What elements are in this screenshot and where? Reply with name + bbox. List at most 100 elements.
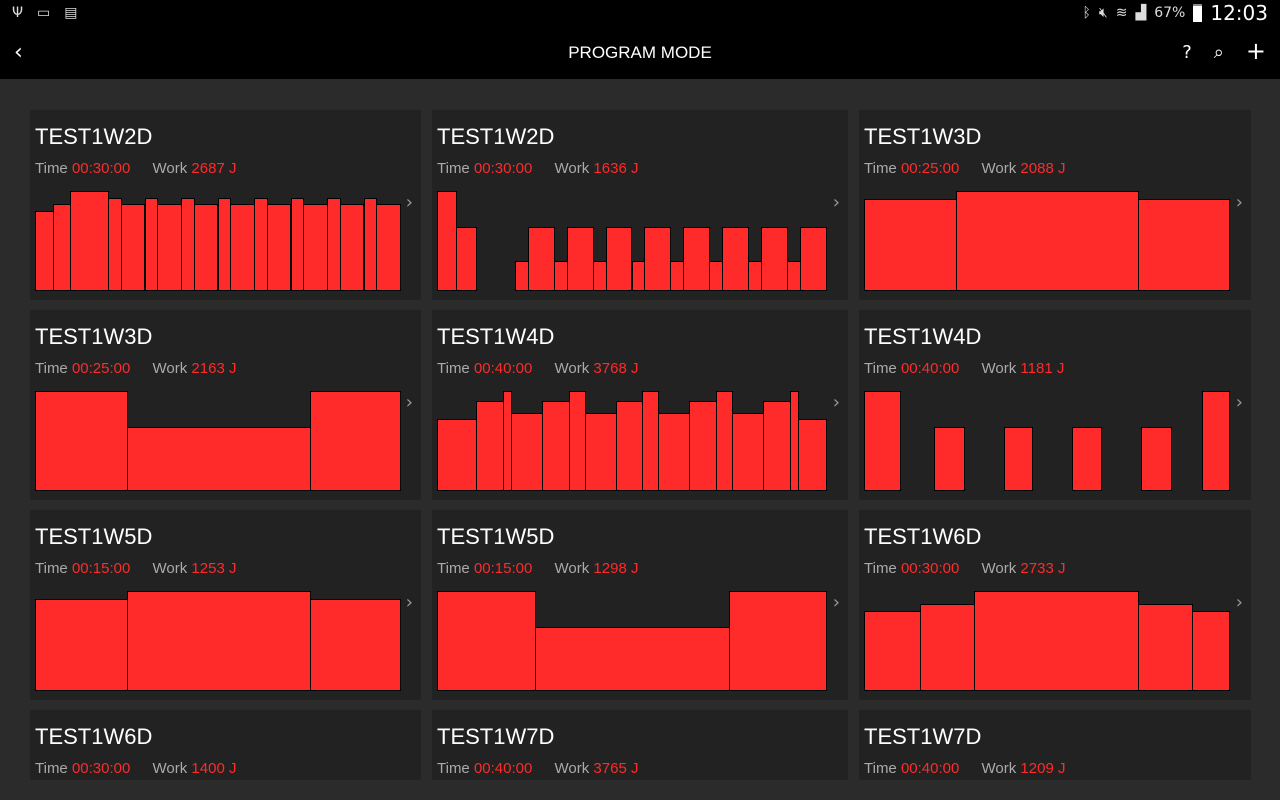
program-meta: Time 00:25:00 Work 2163 J [35,360,254,377]
work-label: Work [152,360,188,377]
back-icon[interactable]: ‹ [14,40,23,65]
program-card[interactable]: TEST1W6D Time 00:30:00 Work 2733 J › [859,510,1251,700]
work-value: 2687 J [191,160,237,177]
profile-bar [787,261,802,291]
profile-bar [584,413,617,491]
program-card[interactable]: TEST1W4D Time 00:40:00 Work 1181 J › [859,310,1251,500]
program-card[interactable]: TEST1W3D Time 00:25:00 Work 2163 J › [30,310,421,500]
chevron-right-icon[interactable]: › [405,592,413,613]
profile-bar [108,198,122,291]
program-meta: Time 00:30:00 Work 1400 J [35,760,254,777]
profile-bar [729,591,827,691]
program-meta: Time 00:30:00 Work 2733 J [864,560,1083,577]
profile-bar [181,198,195,291]
work-label: Work [554,160,590,177]
help-icon[interactable]: ? [1182,42,1192,63]
work-label: Work [554,360,590,377]
profile-bar [310,599,401,691]
time-label: Time [864,160,897,177]
profile-bar [514,261,529,291]
add-icon[interactable]: + [1245,37,1266,65]
time-value: 00:40:00 [473,360,533,377]
profile-bar [732,413,765,491]
work-value: 3768 J [593,360,639,377]
profile-bar [1138,199,1230,291]
program-name: TEST1W4D [437,324,555,349]
profile-bar [310,391,401,491]
work-label: Work [152,160,188,177]
program-card[interactable]: TEST1W7D Time 00:40:00 Work 1209 J [859,710,1251,780]
profile-bar [510,413,543,491]
profile-bar [631,261,646,291]
program-meta: Time 00:30:00 Work 2687 J [35,160,254,177]
battery-icon [1193,4,1203,22]
time-label: Time [437,160,470,177]
chevron-right-icon[interactable]: › [405,392,413,413]
work-value: 1253 J [191,560,237,577]
work-label: Work [981,360,1017,377]
program-name: TEST1W3D [35,324,153,349]
profile-bar [339,204,365,291]
program-card[interactable]: TEST1W4D Time 00:40:00 Work 3768 J › [432,310,848,500]
program-card[interactable]: TEST1W5D Time 00:15:00 Work 1253 J › [30,510,421,700]
work-value: 1298 J [593,560,639,577]
profile-bar [973,591,1140,691]
profile-bar [722,227,750,291]
page-title: PROGRAM MODE [568,42,712,62]
time-value: 00:40:00 [900,760,960,777]
profile-bar [254,198,268,291]
profile-bar [35,211,54,291]
chevron-right-icon[interactable]: › [1235,592,1243,613]
program-meta: Time 00:40:00 Work 1209 J [864,760,1083,777]
program-card[interactable]: TEST1W2D Time 00:30:00 Work 2687 J › [30,110,421,300]
chevron-right-icon[interactable]: › [405,192,413,213]
profile-bar [230,204,255,291]
profile-bar [798,419,827,491]
profile-bar [455,227,477,291]
program-profile-chart [35,191,401,291]
file-x-icon: ▤ [64,5,78,21]
time-value: 00:30:00 [71,160,131,177]
profile-bar [864,199,957,291]
chevron-right-icon[interactable]: › [832,592,840,613]
profile-bar [1192,611,1230,691]
time-value: 00:40:00 [900,360,960,377]
search-icon[interactable]: ⌕ [1213,42,1224,63]
work-label: Work [554,760,590,777]
program-name: TEST1W5D [35,524,153,549]
time-label: Time [35,360,68,377]
wifi-icon: ≋ [1115,5,1128,21]
program-card[interactable]: TEST1W5D Time 00:15:00 Work 1298 J › [432,510,848,700]
program-profile-chart [864,191,1230,291]
clock: 12:03 [1210,1,1268,25]
chevron-right-icon[interactable]: › [832,392,840,413]
work-value: 1209 J [1020,760,1066,777]
time-value: 00:25:00 [71,360,131,377]
profile-bar [303,204,328,291]
program-card[interactable]: TEST1W6D Time 00:30:00 Work 1400 J [30,710,421,780]
time-label: Time [437,760,470,777]
work-value: 1400 J [191,760,237,777]
time-value: 00:40:00 [473,760,533,777]
chevron-right-icon[interactable]: › [1235,392,1243,413]
profile-bar [534,627,731,691]
time-label: Time [864,760,897,777]
profile-bar [437,191,457,291]
profile-bar [553,261,568,291]
program-card[interactable]: TEST1W2D Time 00:30:00 Work 1636 J › [432,110,848,300]
program-card[interactable]: TEST1W3D Time 00:25:00 Work 2088 J › [859,110,1251,300]
program-name: TEST1W5D [437,524,555,549]
chevron-right-icon[interactable]: › [1235,192,1243,213]
profile-bar [1202,391,1230,491]
program-card[interactable]: TEST1W7D Time 00:40:00 Work 3765 J [432,710,848,780]
profile-bar [1138,604,1194,691]
chevron-right-icon[interactable]: › [832,192,840,213]
program-meta: Time 00:30:00 Work 1636 J [437,160,656,177]
profile-bar [615,401,644,491]
profile-bar [290,198,304,291]
time-label: Time [35,160,68,177]
time-label: Time [437,360,470,377]
program-grid: TEST1W2D Time 00:30:00 Work 2687 J › TES… [30,110,1251,780]
program-meta: Time 00:40:00 Work 3765 J [437,760,656,777]
profile-bar [689,401,718,491]
